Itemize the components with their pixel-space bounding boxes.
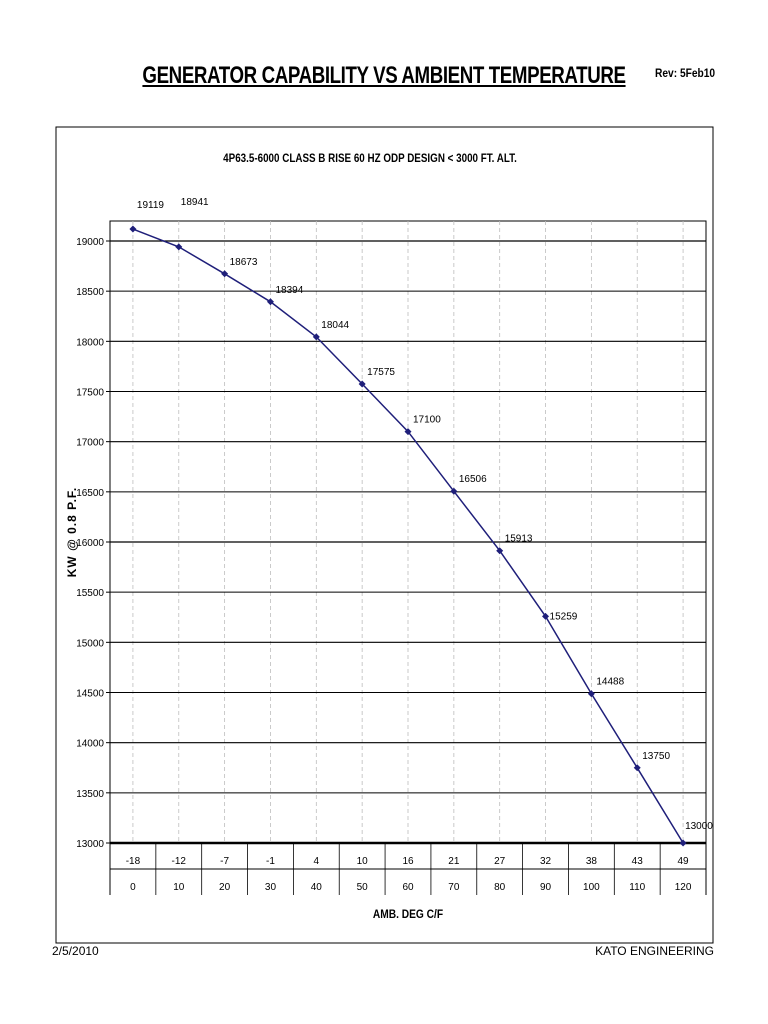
x-tick-label-celsius: 38 — [586, 856, 598, 867]
data-point — [358, 380, 366, 388]
y-tick-label: 14500 — [76, 689, 104, 700]
y-tick-label: 18000 — [76, 337, 104, 348]
data-label: 18394 — [275, 285, 303, 296]
data-point — [450, 487, 458, 495]
y-tick-label: 13000 — [76, 839, 104, 850]
y-tick-label: 16500 — [76, 488, 104, 499]
data-point — [266, 298, 274, 306]
x-tick-label-celsius: 32 — [540, 856, 552, 867]
data-label: 15913 — [505, 534, 533, 545]
footer-company: KATO ENGINEERING — [595, 944, 714, 958]
x-tick-label-fahrenheit: 70 — [448, 882, 460, 893]
x-tick-label-celsius: -1 — [266, 856, 275, 867]
data-point — [404, 428, 412, 436]
x-tick-label-celsius: -7 — [220, 856, 229, 867]
x-tick-label-celsius: 4 — [314, 856, 320, 867]
x-tick-label-celsius: 10 — [357, 856, 369, 867]
data-label: 18941 — [181, 197, 209, 208]
data-point — [496, 547, 504, 555]
data-label: 17575 — [367, 367, 395, 378]
x-tick-label-fahrenheit: 110 — [629, 882, 645, 893]
y-tick-label: 17000 — [76, 438, 104, 449]
y-tick-label: 15000 — [76, 638, 104, 649]
chart-title: 4P63.5-6000 CLASS B RISE 60 HZ ODP DESIG… — [223, 152, 517, 165]
x-tick-label-fahrenheit: 40 — [311, 882, 323, 893]
x-tick-label-celsius: -18 — [126, 856, 141, 867]
x-tick-label-fahrenheit: 30 — [265, 882, 277, 893]
data-label: 18673 — [230, 257, 258, 268]
x-tick-label-celsius: 49 — [678, 856, 690, 867]
x-tick-label-fahrenheit: 120 — [675, 882, 692, 893]
y-tick-label: 19000 — [76, 237, 104, 248]
x-tick-label-fahrenheit: 0 — [130, 882, 136, 893]
y-tick-label: 15500 — [76, 588, 104, 599]
data-label: 13750 — [642, 751, 670, 762]
x-tick-label-fahrenheit: 100 — [583, 882, 600, 893]
data-label: 13000 — [685, 821, 713, 832]
page-title: GENERATOR CAPABILITY VS AMBIENT TEMPERAT… — [142, 62, 626, 89]
data-label: 15259 — [550, 611, 578, 622]
data-point — [129, 225, 137, 233]
plot-area: 1300013500140001450015000155001600016500… — [76, 197, 713, 895]
y-axis-label: KW @ 0.8 P.F. — [65, 487, 79, 578]
x-tick-label-fahrenheit: 20 — [219, 882, 231, 893]
data-point — [587, 690, 595, 698]
data-point — [633, 764, 641, 772]
x-tick-label-celsius: 21 — [448, 856, 460, 867]
x-tick-label-fahrenheit: 50 — [357, 882, 369, 893]
x-tick-label-celsius: 16 — [402, 856, 414, 867]
data-point — [679, 839, 687, 847]
x-tick-label-celsius: -12 — [172, 856, 187, 867]
y-tick-label: 18500 — [76, 287, 104, 298]
data-label: 14488 — [596, 677, 624, 688]
data-point — [542, 612, 550, 620]
x-tick-label-celsius: 27 — [494, 856, 506, 867]
x-tick-label-fahrenheit: 60 — [402, 882, 414, 893]
revision-label: Rev: 5Feb10 — [655, 66, 716, 80]
y-tick-label: 13500 — [76, 789, 104, 800]
y-tick-label: 17500 — [76, 388, 104, 399]
x-tick-label-fahrenheit: 90 — [540, 882, 552, 893]
x-tick-label-celsius: 43 — [632, 856, 644, 867]
data-label: 17100 — [413, 415, 441, 426]
footer-date: 2/5/2010 — [52, 944, 99, 958]
data-label: 18044 — [321, 320, 349, 331]
data-point — [175, 243, 183, 251]
x-tick-label-fahrenheit: 80 — [494, 882, 506, 893]
data-point — [312, 333, 320, 341]
chart-frame — [55, 126, 714, 944]
data-label: 19119 — [137, 200, 165, 211]
data-point — [221, 270, 229, 278]
x-axis-label: AMB. DEG C/F — [373, 908, 443, 921]
x-tick-label-fahrenheit: 10 — [173, 882, 185, 893]
y-tick-label: 16000 — [76, 538, 104, 549]
y-tick-label: 14000 — [76, 739, 104, 750]
data-label: 16506 — [459, 474, 487, 485]
